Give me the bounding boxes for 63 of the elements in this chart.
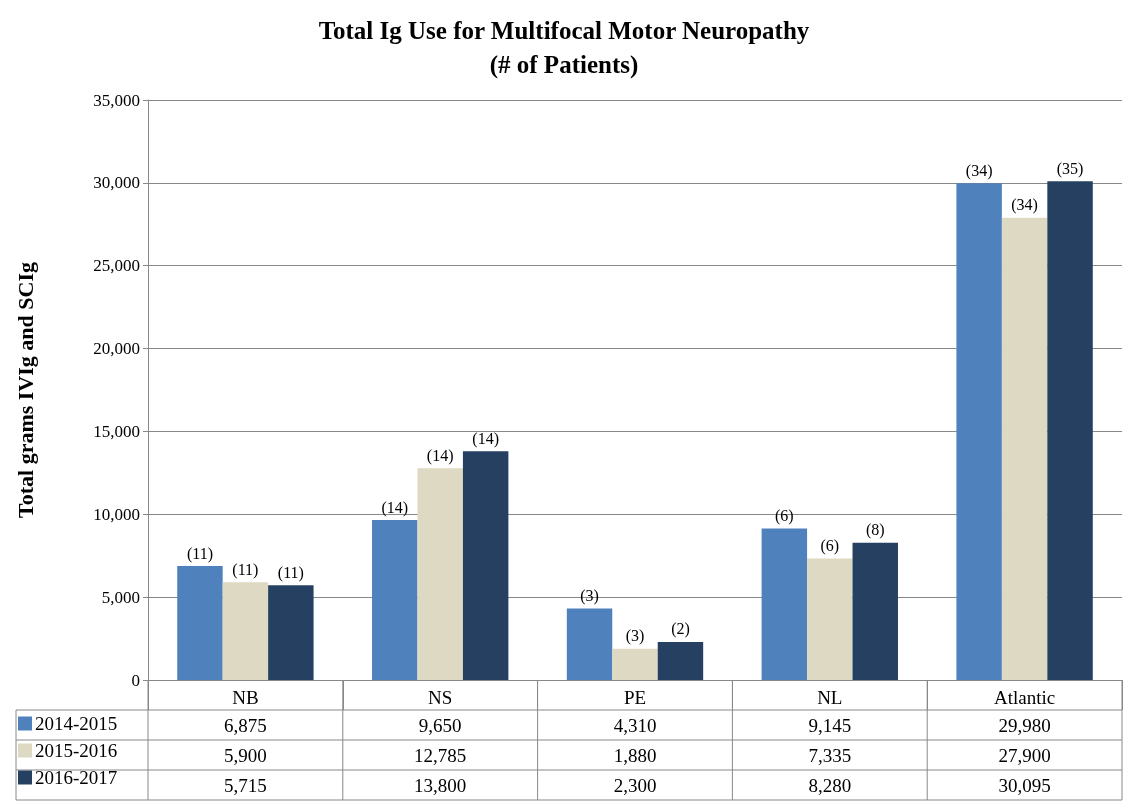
data-label: 7,335 [808,744,852,766]
annotation: (14) [381,498,409,517]
bar [807,558,853,680]
bar [372,520,418,680]
y-tick-label: 30,000 [93,173,140,193]
bar [657,641,704,680]
x-tick-label: NL [817,687,843,708]
y-axis-title: Total grams IVIg and SCIg [12,262,38,518]
data-label: 27,900 [998,744,1051,766]
data-label: 13,800 [414,774,467,796]
annotation: (6) [820,536,840,555]
data-label: 5,715 [224,774,267,796]
x-tick-label: NB [232,687,259,708]
bar [612,648,658,680]
data-label: 4,310 [613,714,657,736]
annotation: (3) [580,587,599,606]
annotation: (11) [232,560,259,579]
data-label: 2,300 [613,774,657,796]
annotation: (6) [775,506,794,525]
legend-label: 2016-2017 [35,767,118,788]
data-label: 12,785 [414,744,467,766]
y-tick-label: 0 [131,670,140,690]
annotation: (11) [186,544,213,563]
annotation: (11) [277,563,304,582]
bar [761,528,808,680]
bar [222,582,269,680]
bar [1001,217,1048,680]
x-tick-label: PE [623,687,647,708]
data-label: 1,880 [613,744,657,766]
data-label: 29,980 [998,714,1051,736]
annotation: (34) [965,161,993,180]
bar [177,566,223,680]
chart-title: Total Ig Use for Multifocal Motor Neuropathy (# of Patients) [318,16,810,79]
y-tick-label: 20,000 [93,339,140,359]
annotation: (34) [1011,196,1038,215]
y-tick-label: 15,000 [93,421,140,441]
x-tick-label: NS [428,687,453,708]
legend-label: 2015-2016 [35,740,118,761]
y-tick-label: 25,000 [93,256,140,276]
annotation: (14) [426,446,454,465]
y-tick-label: 5,000 [101,587,140,607]
data-label: 30,095 [998,774,1051,796]
legend-label: 2014-2015 [35,713,118,734]
annotation: (3) [625,627,645,646]
annotation: (8) [865,521,885,540]
annotation: (35) [1056,159,1084,178]
bar [462,451,509,680]
bar [956,183,1002,680]
bar [852,542,898,680]
bar [1047,181,1093,680]
data-label: 5,900 [224,744,267,766]
annotation: (14) [472,429,499,448]
x-tick-label: Atlantic [994,687,1056,708]
data-label: 9,650 [418,714,462,736]
data-label: 9,145 [808,714,852,736]
bar [268,585,314,680]
bar [566,608,613,680]
y-tick-label: 10,000 [93,504,140,524]
data-label: 6,875 [224,714,267,736]
bar [417,468,463,680]
data-label: 8,280 [808,774,852,796]
y-tick-label: 35,000 [93,90,140,110]
annotation: (2) [671,620,690,639]
